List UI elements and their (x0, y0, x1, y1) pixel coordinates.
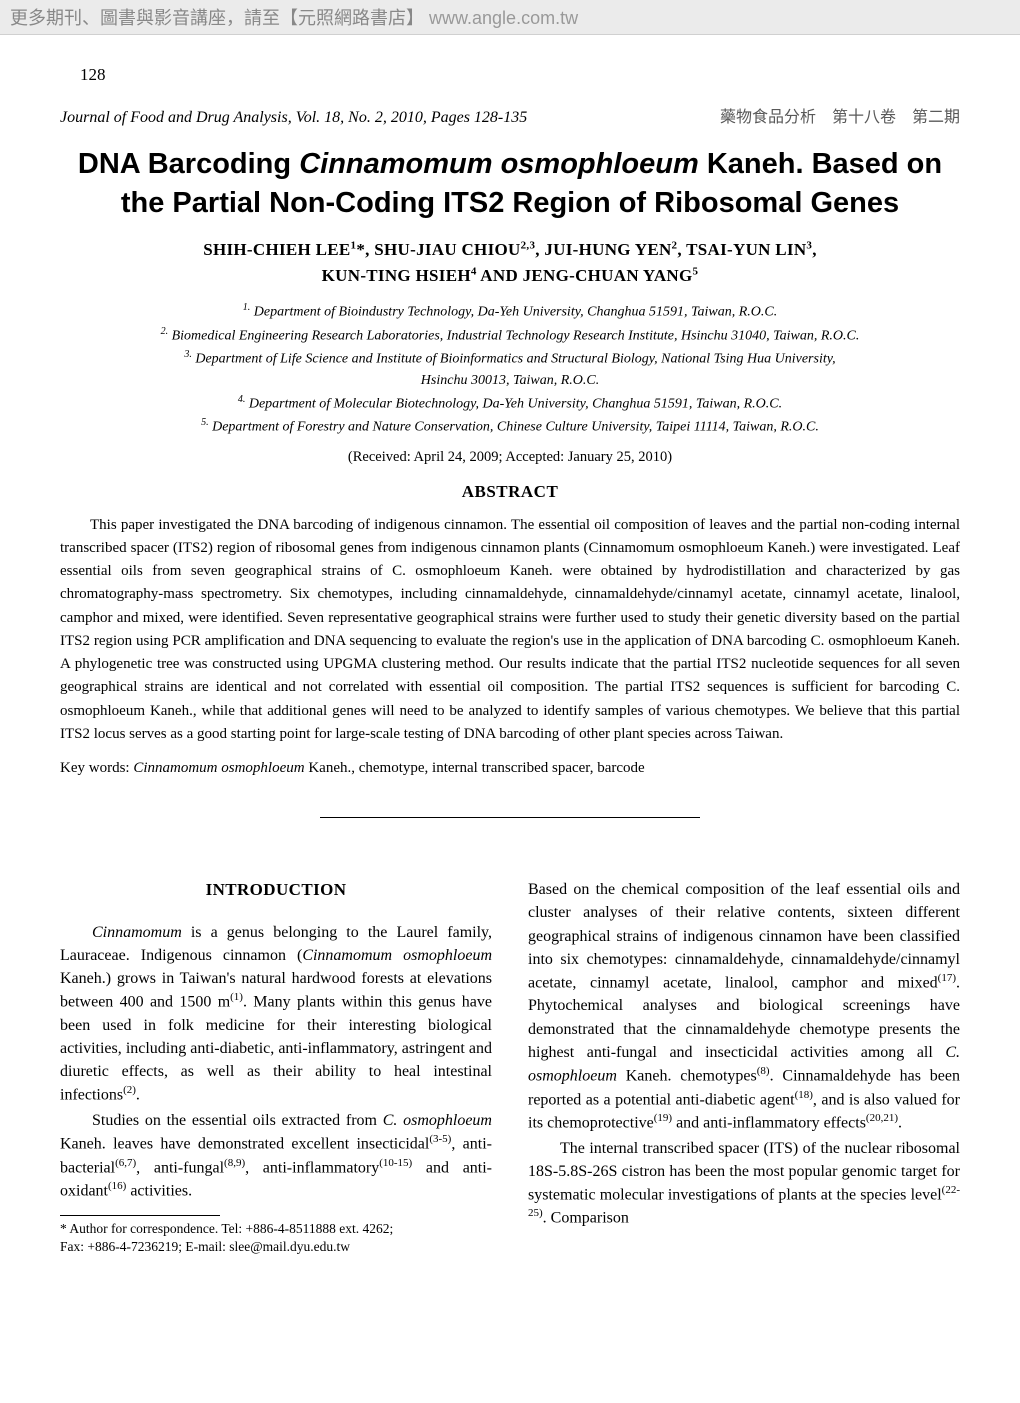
p2-ref5: (16) (108, 1180, 126, 1192)
p1-ref1: (1) (230, 991, 243, 1003)
keywords-rest: Kaneh., chemotype, internal transcribed … (305, 760, 645, 776)
author-2: SHU-JIAU CHIOU (374, 240, 520, 259)
page-number: 128 (80, 65, 960, 85)
title-italic-species: Cinnamomum osmophloeum (299, 148, 699, 180)
author-4: TSAI-YUN LIN (686, 240, 806, 259)
p2-f: , anti-inflammatory (245, 1159, 379, 1176)
sep: , (535, 240, 544, 259)
rp1-ref5: (20,21) (866, 1112, 898, 1124)
p1-species: Cinnamomum osmophloeum (302, 947, 492, 964)
authors-block: SHIH-CHIEH LEE1*, SHU-JIAU CHIOU2,3, JUI… (60, 237, 960, 288)
aff-5: Department of Forestry and Nature Conser… (209, 420, 819, 435)
p2-e: , anti-fungal (136, 1159, 224, 1176)
correspondence-footnote: * Author for correspondence. Tel: +886-4… (60, 1220, 492, 1256)
rp1-a: Based on the chemical composition of the… (528, 881, 960, 991)
section-divider (320, 817, 700, 818)
rp1-g: and anti-inflammatory effects (672, 1114, 866, 1131)
banner-cjk-text: 更多期刊、圖書與影音講座，請至【元照網路書店】 (10, 8, 424, 28)
page-content: 128 Journal of Food and Drug Analysis, V… (0, 35, 1020, 1296)
title-pre: DNA Barcoding (78, 148, 299, 180)
banner-url: www.angle.com.tw (429, 8, 578, 28)
right-para-2: The internal transcribed spacer (ITS) of… (528, 1137, 960, 1230)
p2-ref1: (3-5) (429, 1133, 451, 1145)
aff-2: Biomedical Engineering Research Laborato… (168, 328, 859, 343)
intro-para-2: Studies on the essential oils extracted … (60, 1109, 492, 1203)
keywords-label: Key words: (60, 760, 133, 776)
abstract-body: This paper investigated the DNA barcodin… (60, 514, 960, 747)
left-column: INTRODUCTION Cinnamomum is a genus belon… (60, 878, 492, 1256)
journal-cjk-label: 藥物食品分析 第十八卷 第二期 (720, 103, 960, 127)
rp1-ref3: (18) (795, 1089, 813, 1101)
footnote-line-2: Fax: +886-4-7236219; E-mail: slee@mail.d… (60, 1239, 350, 1254)
footnote-rule (60, 1215, 220, 1216)
author-1-star: * (356, 240, 365, 259)
aff-3: Department of Life Science and Institute… (192, 352, 836, 367)
introduction-heading: INTRODUCTION (60, 878, 492, 903)
and: AND (477, 266, 523, 285)
p1-ref2: (2) (123, 1084, 136, 1096)
keywords-species: Cinnamomum osmophloeum (133, 760, 304, 776)
p2-a: Studies on the essential oils extracted … (92, 1112, 383, 1129)
p2-h: activities. (126, 1183, 192, 1200)
two-column-body: INTRODUCTION Cinnamomum is a genus belon… (60, 878, 960, 1256)
author-3: JUI-HUNG YEN (544, 240, 671, 259)
sep: , (365, 240, 374, 259)
top-banner: 更多期刊、圖書與影音講座，請至【元照網路書店】 www.angle.com.tw (0, 0, 1020, 35)
received-accepted-dates: (Received: April 24, 2009; Accepted: Jan… (60, 449, 960, 466)
sep: , (677, 240, 686, 259)
journal-header-row: Journal of Food and Drug Analysis, Vol. … (60, 103, 960, 127)
intro-para-1: Cinnamomum is a genus belonging to the L… (60, 921, 492, 1107)
right-column: Based on the chemical composition of the… (528, 878, 960, 1256)
sep: , (812, 240, 817, 259)
aff-5-sup: 5. (201, 417, 209, 428)
aff-2-sup: 2. (161, 326, 169, 337)
rp1-d: Kaneh. chemotypes (617, 1067, 757, 1084)
p1-f: . (136, 1087, 140, 1104)
abstract-text: This paper investigated the DNA barcodin… (60, 514, 960, 747)
rp1-h: . (898, 1114, 902, 1131)
p2-species: C. osmophloeum (383, 1112, 492, 1129)
abstract-heading: ABSTRACT (60, 482, 960, 502)
footnote-line-1: * Author for correspondence. Tel: +886-4… (60, 1221, 393, 1236)
journal-citation: Journal of Food and Drug Analysis, Vol. … (60, 109, 527, 127)
rp2-b: . Comparison (543, 1210, 629, 1227)
p1-genus: Cinnamomum (92, 924, 182, 941)
author-1: SHIH-CHIEH LEE (203, 240, 350, 259)
p2-ref2: (6,7) (115, 1157, 136, 1169)
aff-3b: Hsinchu 30013, Taiwan, R.O.C. (421, 373, 599, 388)
aff-1: Department of Bioindustry Technology, Da… (250, 305, 777, 320)
affiliations-block: 1. Department of Bioindustry Technology,… (60, 300, 960, 438)
rp2-a: The internal transcribed spacer (ITS) of… (528, 1140, 960, 1204)
aff-4: Department of Molecular Biotechnology, D… (245, 397, 782, 412)
aff-3-sup: 3. (184, 349, 192, 360)
article-title: DNA Barcoding Cinnamomum osmophloeum Kan… (60, 145, 960, 223)
keywords-line: Key words: Cinnamomum osmophloeum Kaneh.… (60, 760, 960, 777)
author-5: KUN-TING HSIEH (322, 266, 471, 285)
right-para-1: Based on the chemical composition of the… (528, 878, 960, 1134)
author-2-sup: 2,3 (521, 240, 536, 252)
p2-c: Kaneh. leaves have demonstrated excellen… (60, 1136, 429, 1153)
rp1-ref2: (8) (757, 1065, 770, 1077)
rp1-ref4: (19) (654, 1112, 672, 1124)
p2-ref4: (10-15) (379, 1157, 412, 1169)
p2-ref3: (8,9) (224, 1157, 245, 1169)
rp1-ref1: (17) (938, 972, 956, 984)
author-6-sup: 5 (693, 265, 699, 277)
author-6: JENG-CHUAN YANG (523, 266, 693, 285)
